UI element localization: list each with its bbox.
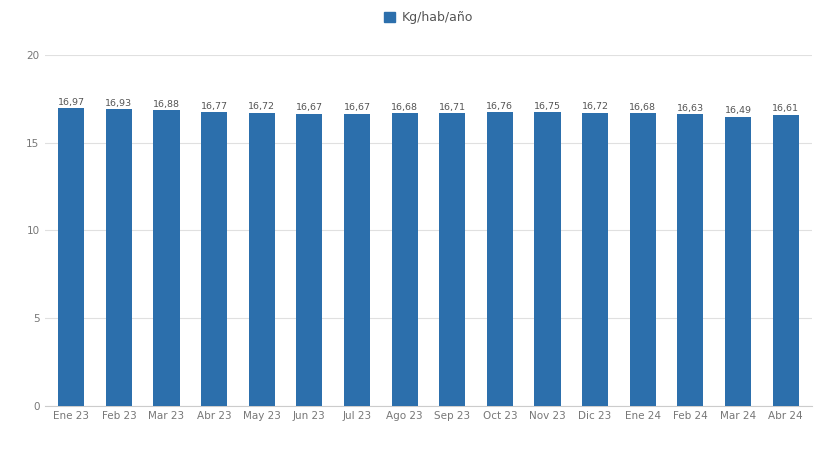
Text: 16,61: 16,61: [771, 104, 799, 113]
Text: 16,63: 16,63: [676, 104, 703, 113]
Text: 16,88: 16,88: [153, 100, 180, 109]
Bar: [153, 110, 179, 406]
Text: 16,67: 16,67: [343, 103, 370, 112]
Bar: [391, 113, 417, 406]
Bar: [106, 109, 132, 406]
Bar: [724, 117, 750, 406]
Bar: [676, 114, 703, 406]
Text: 16,68: 16,68: [628, 103, 655, 112]
Text: 16,71: 16,71: [438, 102, 465, 112]
Bar: [771, 115, 798, 406]
Bar: [248, 113, 274, 406]
Text: 16,72: 16,72: [248, 102, 275, 112]
Bar: [534, 112, 560, 406]
Text: 16,49: 16,49: [724, 106, 750, 115]
Text: 16,67: 16,67: [296, 103, 323, 112]
Text: 16,93: 16,93: [105, 99, 133, 108]
Bar: [439, 113, 465, 406]
Text: 16,72: 16,72: [581, 102, 608, 112]
Bar: [343, 114, 369, 406]
Bar: [486, 112, 513, 406]
Text: 16,75: 16,75: [533, 102, 560, 111]
Text: 16,97: 16,97: [57, 98, 84, 107]
Bar: [201, 112, 227, 406]
Bar: [296, 114, 322, 406]
Bar: [581, 113, 608, 406]
Text: 16,68: 16,68: [391, 103, 418, 112]
Text: 16,77: 16,77: [201, 101, 228, 111]
Text: 16,76: 16,76: [486, 102, 513, 111]
Legend: Kg/hab/año: Kg/hab/año: [380, 7, 476, 28]
Bar: [629, 113, 655, 406]
Bar: [58, 108, 84, 406]
